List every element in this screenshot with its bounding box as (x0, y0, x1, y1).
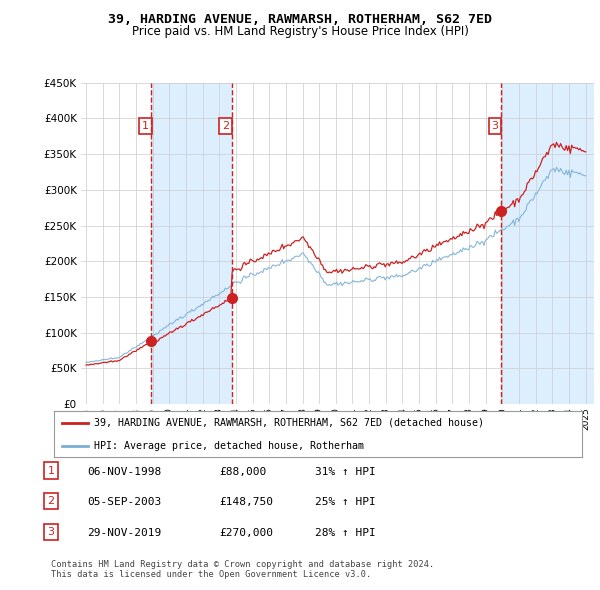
Text: 05-SEP-2003: 05-SEP-2003 (87, 497, 161, 507)
Text: 2: 2 (222, 121, 229, 131)
Text: 29-NOV-2019: 29-NOV-2019 (87, 528, 161, 538)
Text: HPI: Average price, detached house, Rotherham: HPI: Average price, detached house, Roth… (94, 441, 364, 451)
Bar (151, 83, 232, 404)
Text: 25% ↑ HPI: 25% ↑ HPI (315, 497, 376, 507)
Text: 28% ↑ HPI: 28% ↑ HPI (315, 528, 376, 538)
Text: 39, HARDING AVENUE, RAWMARSH, ROTHERHAM, S62 7ED: 39, HARDING AVENUE, RAWMARSH, ROTHERHAM,… (108, 13, 492, 26)
Text: 39, HARDING AVENUE, RAWMARSH, ROTHERHAM, S62 7ED (detached house): 39, HARDING AVENUE, RAWMARSH, ROTHERHAM,… (94, 418, 484, 428)
Text: 1: 1 (142, 121, 149, 131)
Text: £88,000: £88,000 (219, 467, 266, 477)
Text: £148,750: £148,750 (219, 497, 273, 507)
Text: 1: 1 (47, 466, 55, 476)
Text: 06-NOV-1998: 06-NOV-1998 (87, 467, 161, 477)
Text: 31% ↑ HPI: 31% ↑ HPI (315, 467, 376, 477)
Text: 3: 3 (491, 121, 499, 131)
Bar (501, 83, 594, 404)
Text: 3: 3 (47, 527, 55, 537)
Text: £270,000: £270,000 (219, 528, 273, 538)
Text: Contains HM Land Registry data © Crown copyright and database right 2024.
This d: Contains HM Land Registry data © Crown c… (51, 560, 434, 579)
Text: 2: 2 (47, 496, 55, 506)
Text: Price paid vs. HM Land Registry's House Price Index (HPI): Price paid vs. HM Land Registry's House … (131, 25, 469, 38)
